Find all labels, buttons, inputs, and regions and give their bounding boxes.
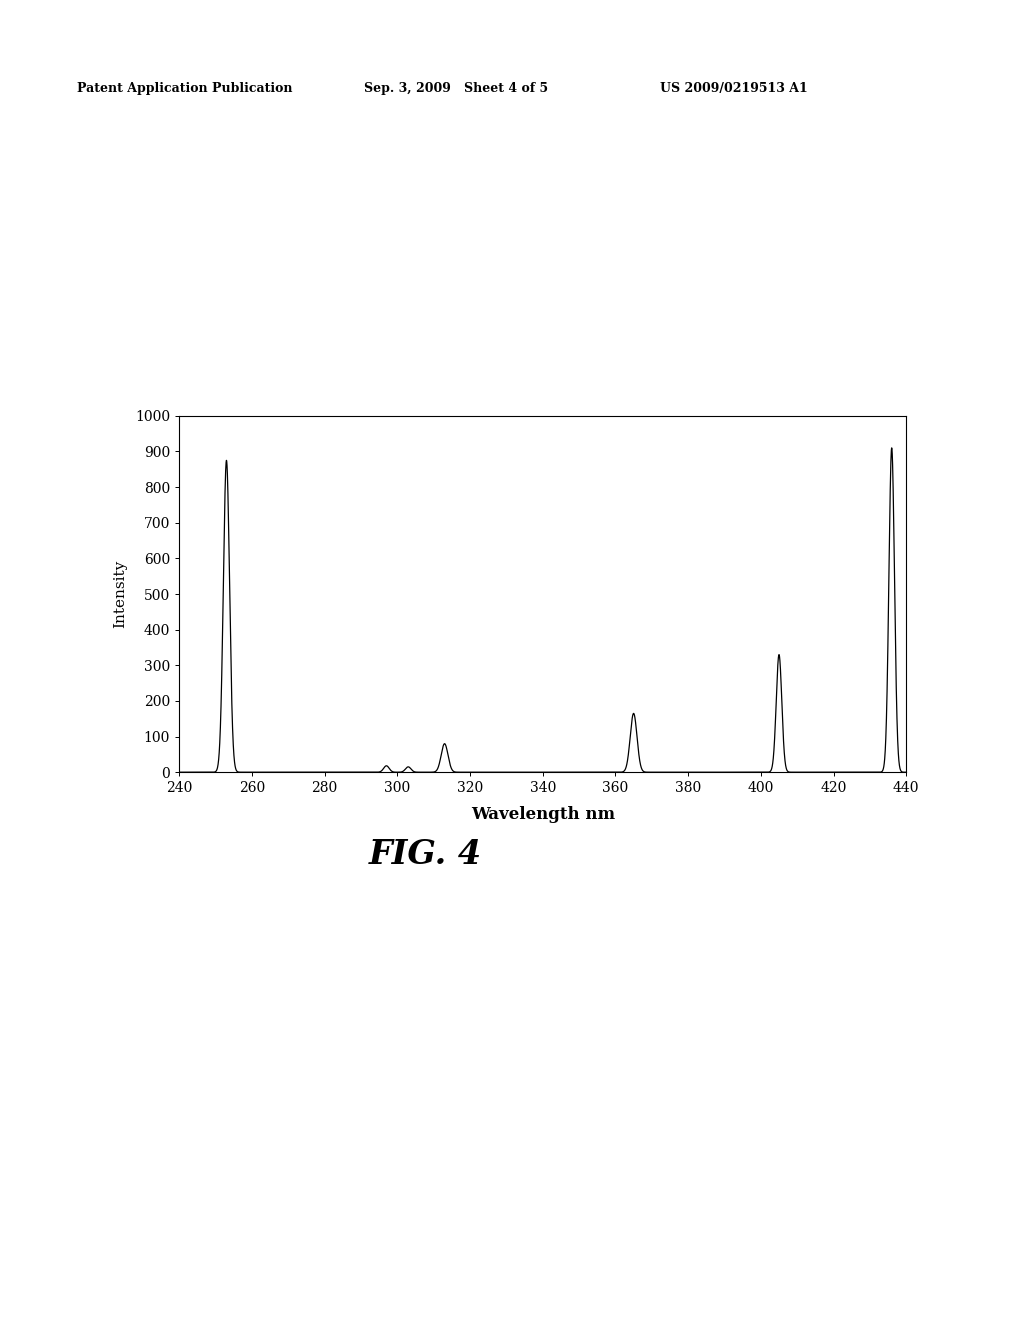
X-axis label: Wavelength nm: Wavelength nm (471, 807, 614, 824)
Text: US 2009/0219513 A1: US 2009/0219513 A1 (660, 82, 808, 95)
Text: Patent Application Publication: Patent Application Publication (77, 82, 292, 95)
Text: FIG. 4: FIG. 4 (369, 838, 481, 871)
Text: Sep. 3, 2009   Sheet 4 of 5: Sep. 3, 2009 Sheet 4 of 5 (364, 82, 548, 95)
Y-axis label: Intensity: Intensity (113, 560, 127, 628)
